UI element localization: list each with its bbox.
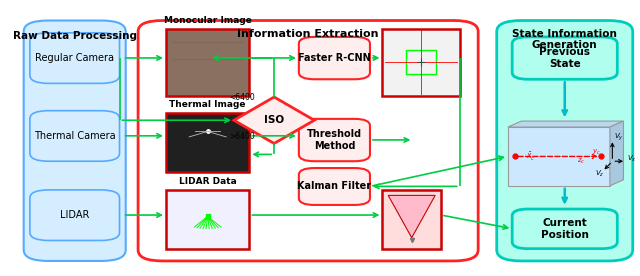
FancyBboxPatch shape [512, 37, 618, 79]
Bar [382, 29, 460, 96]
Text: Previous
State: Previous State [540, 47, 590, 69]
Bar [166, 113, 250, 172]
Text: State Information
Generation: State Information Generation [512, 29, 617, 50]
Text: $V_y$: $V_y$ [614, 132, 623, 143]
Text: $z_c$: $z_c$ [577, 156, 586, 166]
Text: Threshold
Method: Threshold Method [307, 129, 362, 151]
Text: <6400: <6400 [230, 93, 255, 102]
Text: >6400: >6400 [230, 132, 255, 140]
Text: $V_x$: $V_x$ [627, 154, 637, 164]
Polygon shape [234, 97, 314, 144]
FancyBboxPatch shape [299, 37, 370, 79]
Text: Thermal Camera: Thermal Camera [34, 131, 115, 141]
Polygon shape [508, 121, 623, 127]
Text: LIDAR Data: LIDAR Data [179, 177, 237, 186]
FancyBboxPatch shape [30, 33, 120, 83]
Text: Faster R-CNN: Faster R-CNN [298, 53, 371, 63]
Bar [382, 190, 441, 249]
FancyBboxPatch shape [30, 111, 120, 161]
Text: $V_z$: $V_z$ [595, 168, 604, 179]
Polygon shape [610, 121, 623, 186]
Text: Kalman Filter: Kalman Filter [298, 182, 371, 192]
FancyBboxPatch shape [299, 168, 370, 205]
Text: ISO: ISO [264, 115, 284, 125]
Polygon shape [388, 195, 435, 238]
Text: Information Extraction: Information Extraction [237, 29, 379, 39]
Text: $y_c$: $y_c$ [591, 148, 600, 157]
Bar [508, 127, 610, 186]
Text: Raw Data Processing: Raw Data Processing [13, 31, 137, 41]
Bar [166, 29, 250, 96]
Text: Thermal Image: Thermal Image [170, 100, 246, 109]
Text: LIDAR: LIDAR [60, 210, 90, 220]
FancyBboxPatch shape [497, 20, 633, 261]
Bar [406, 50, 436, 75]
Bar [166, 190, 250, 249]
FancyBboxPatch shape [512, 209, 618, 249]
Text: Regular Camera: Regular Camera [35, 53, 114, 63]
FancyBboxPatch shape [299, 119, 370, 161]
Text: Monocular Image: Monocular Image [164, 16, 252, 25]
Text: Current
Position: Current Position [541, 218, 589, 240]
FancyBboxPatch shape [30, 190, 120, 240]
Text: $\bar{x}_c$: $\bar{x}_c$ [526, 151, 536, 163]
FancyBboxPatch shape [24, 20, 125, 261]
